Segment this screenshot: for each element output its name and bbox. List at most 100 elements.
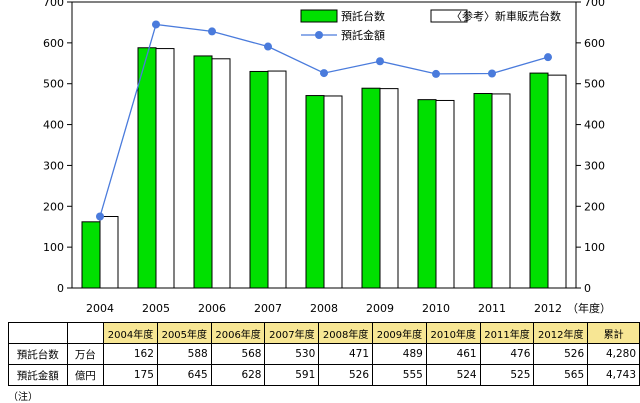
legend-label: 預託台数 <box>341 9 385 23</box>
table-header-total: 累計 <box>587 322 640 344</box>
x-axis-suffix: （年度） <box>567 301 611 315</box>
x-tick-label: 2007 <box>254 302 282 315</box>
table-cell-total: 4,743 <box>587 364 640 386</box>
bar-新車販売台数 <box>267 70 287 289</box>
table-row: 預託金額 億円 175 645 628 591 526 555 524 525 … <box>8 364 640 386</box>
table-cell: 471 <box>318 343 374 365</box>
line-series <box>96 20 552 221</box>
y-axis-left: 0 100 200 300 400 500 600 700 <box>43 0 72 295</box>
point-預託金額 <box>488 69 496 78</box>
bars <box>81 47 567 289</box>
bar-預託台数 <box>417 99 437 289</box>
bar-預託台数 <box>473 93 493 289</box>
bar-預託台数 <box>193 55 213 289</box>
x-tick-label: 2012 <box>534 302 562 315</box>
row-label: 預託台数 <box>8 343 68 365</box>
x-tick-label: 2008 <box>310 302 338 315</box>
x-tick-label: 2005 <box>142 302 170 315</box>
bar-預託台数 <box>81 221 101 289</box>
legend-swatch-新車販売台数 <box>430 9 468 23</box>
bar-新車販売台数 <box>435 99 455 289</box>
point-預託金額 <box>320 69 328 78</box>
y-tick-label-left: 600 <box>43 37 64 50</box>
point-預託金額 <box>264 42 272 51</box>
legend-marker-預託金額 <box>315 31 323 39</box>
header-blank <box>8 322 68 344</box>
y-tick-label-left: 200 <box>43 200 64 213</box>
table-cell: 645 <box>156 364 212 386</box>
table-header: 2006年度 <box>210 322 266 344</box>
bar-預託台数 <box>305 95 325 289</box>
plot-frame <box>71 1 577 289</box>
y-tick-label-right: 200 <box>584 200 605 213</box>
table-cell: 565 <box>533 364 589 386</box>
y-tick-label-right: 0 <box>584 282 591 295</box>
table-cell: 526 <box>533 343 589 365</box>
bar-預託台数 <box>137 47 157 289</box>
y-tick-label-left: 700 <box>43 0 64 9</box>
x-tick-label: 2006 <box>198 302 226 315</box>
y-tick-label-right: 600 <box>584 37 605 50</box>
y-tick-label-left: 400 <box>43 119 64 132</box>
point-預託金額 <box>376 57 384 66</box>
y-tick-label-right: 100 <box>584 241 605 254</box>
table-cell: 530 <box>264 343 320 365</box>
y-tick-label-left: 100 <box>43 241 64 254</box>
table-header: 2004年度 <box>103 322 158 344</box>
table-row: 預託台数 万台 162 588 568 530 471 489 461 476 … <box>8 343 640 365</box>
table-cell: 591 <box>264 364 320 386</box>
table-header: 2011年度 <box>479 322 535 344</box>
legend-label: 預託金額 <box>341 28 385 42</box>
point-預託金額 <box>544 53 552 62</box>
y-tick-label-left: 500 <box>43 78 64 91</box>
table-header: 2010年度 <box>425 322 481 344</box>
x-tick-label: 2004 <box>86 302 114 315</box>
row-unit: 万台 <box>66 343 105 365</box>
header-blank <box>66 322 105 344</box>
table-cell: 489 <box>372 343 427 365</box>
table-cell: 588 <box>156 343 212 365</box>
bar-預託台数 <box>249 70 269 289</box>
bar-新車販売台数 <box>491 93 511 289</box>
table-cell: 525 <box>479 364 535 386</box>
y-tick-label-right: 500 <box>584 78 605 91</box>
bar-新車販売台数 <box>211 58 231 289</box>
legend-swatch-預託台数 <box>300 9 338 23</box>
table-cell: 461 <box>425 343 481 365</box>
chart: 0 100 200 300 400 500 600 700 0 100 200 300 400 500 6… <box>43 0 611 315</box>
table-header-row: 2004年度 2005年度 2006年度 2007年度 2008年度 2009年… <box>8 322 640 344</box>
data-table: 2004年度 2005年度 2006年度 2007年度 2008年度 2009年… <box>8 322 640 386</box>
x-tick-label: 2009 <box>366 302 394 315</box>
y-tick-label-right: 400 <box>584 119 605 132</box>
table-cell: 476 <box>479 343 535 365</box>
point-預託金額 <box>152 20 160 29</box>
point-預託金額 <box>208 27 216 36</box>
x-axis: 2004 2005 2006 2007 2008 2009 2010 2011 2012 （年度） <box>86 301 611 315</box>
bar-預託台数 <box>529 72 549 289</box>
bar-新車販売台数 <box>155 48 175 289</box>
table-cell: 162 <box>103 343 158 365</box>
y-tick-label-left: 300 <box>43 159 64 172</box>
row-unit: 億円 <box>66 364 105 386</box>
table-cell-total: 4,280 <box>587 343 640 365</box>
point-預託金額 <box>432 69 440 78</box>
x-tick-label: 2011 <box>478 302 506 315</box>
table-header: 2005年度 <box>156 322 212 344</box>
table-cell: 555 <box>372 364 427 386</box>
legend-label: 〈参考〉新車販売台数 <box>451 9 561 23</box>
bar-預託台数 <box>361 87 381 289</box>
point-預託金額 <box>96 212 104 221</box>
y-axis-right: 0 100 200 300 400 500 600 700 <box>576 0 605 295</box>
bar-新車販売台数 <box>379 88 399 289</box>
bar-新車販売台数 <box>99 216 119 289</box>
table-header: 2007年度 <box>264 322 320 344</box>
bar-新車販売台数 <box>323 95 343 289</box>
table-cell: 628 <box>210 364 266 386</box>
x-tick-label: 2010 <box>422 302 450 315</box>
table-cell: 526 <box>318 364 374 386</box>
table-cell: 524 <box>425 364 481 386</box>
table-header: 2012年度 <box>533 322 589 344</box>
row-label: 預託金額 <box>8 364 68 386</box>
table-header: 2008年度 <box>318 322 374 344</box>
